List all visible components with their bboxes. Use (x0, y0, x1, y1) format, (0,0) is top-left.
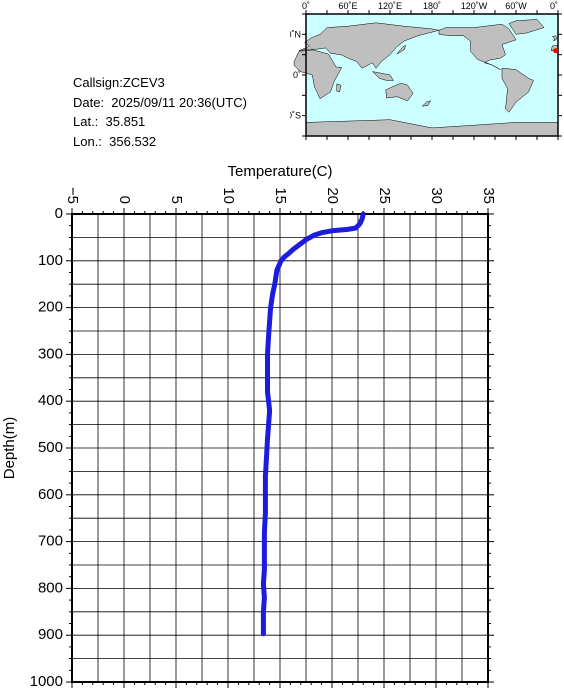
axis-ticks (66, 208, 494, 688)
station-info: Callsign:ZCEV3 Date: 2025/09/11 20:36(UT… (73, 73, 247, 151)
map-longitude-label: 60˚E (338, 1, 357, 11)
x-tick-label: 0 (116, 196, 133, 204)
landmass (336, 83, 342, 93)
landmass (551, 35, 557, 42)
y-axis-label: Depth(m) (1, 417, 18, 480)
landmass (508, 19, 545, 35)
landmass (421, 100, 432, 107)
landmass (501, 67, 534, 113)
map-longitude-label: 180˚ (423, 1, 441, 11)
map-latitude-label: 0˚ (293, 70, 301, 80)
x-tick-label: 15 (272, 187, 289, 204)
y-tick-label: 1000 (30, 673, 63, 690)
map-longitude-label: 120˚E (378, 1, 402, 11)
y-tick-label: 300 (38, 345, 63, 362)
date-text: Date: 2025/09/11 20:36(UTC) (73, 94, 247, 110)
grid (71, 213, 489, 683)
landmass (298, 22, 440, 69)
x-tick-label: 35 (480, 187, 497, 204)
landmass (396, 44, 406, 55)
x-tick-label: 20 (324, 187, 341, 204)
latitude-text: Lat.: 35.851 (73, 114, 146, 129)
chart-svg: −5 0 5 10 15 20 25 30 35010020030040050060070080… (1, 163, 497, 690)
temperature-depth-chart: −5 0 5 10 15 20 25 30 35 0 100 200 300 400 500 600 700 80… (0, 150, 564, 690)
map-longitude-label: 0˚ (550, 1, 558, 11)
y-tick-label: 700 (38, 533, 63, 550)
world-map: 0˚ 60˚E 120˚E 180˚ 120˚W 60˚W 0˚ 60˚N 0˚ 60˚S (290, 1, 562, 140)
landmass (371, 71, 394, 81)
map-longitude-label: 60˚W (505, 1, 527, 11)
location-map: 0˚ 60˚E 120˚E 180˚ 120˚W 60˚W 0˚ 60˚N 0˚ 60˚S (290, 0, 564, 150)
x-tick-label: 10 (220, 187, 237, 204)
map-longitude-label: 0˚ (302, 1, 310, 11)
y-tick-label: 600 (38, 486, 63, 503)
map-ticks (302, 10, 562, 140)
y-tick-label: 500 (38, 439, 63, 456)
station-marker (553, 48, 559, 54)
x-axis-label: Temperature(C) (227, 163, 332, 180)
y-tick-label: 100 (38, 252, 63, 269)
map-latitude-label: 60˚N (290, 29, 301, 39)
y-tick-label: 400 (38, 392, 63, 409)
y-tick-label: 0 (55, 205, 63, 222)
y-tick-label: 900 (38, 626, 63, 643)
longitude-text: Lon.: 356.532 (73, 133, 157, 149)
y-tick-label: 200 (38, 299, 63, 316)
x-tick-label: 25 (376, 187, 393, 204)
x-tick-label: 5 (168, 196, 185, 204)
callsign-text: Callsign:ZCEV3 (73, 75, 165, 90)
landmass (385, 82, 414, 102)
map-latitude-label: 60˚S (290, 111, 301, 121)
x-tick-label: 30 (428, 187, 445, 204)
y-tick-label: 800 (38, 579, 63, 596)
map-longitude-label: 120˚W (461, 1, 488, 11)
landmass (438, 23, 517, 70)
x-tick-label: −5 (64, 187, 81, 204)
temperature-profile-line (260, 211, 366, 637)
